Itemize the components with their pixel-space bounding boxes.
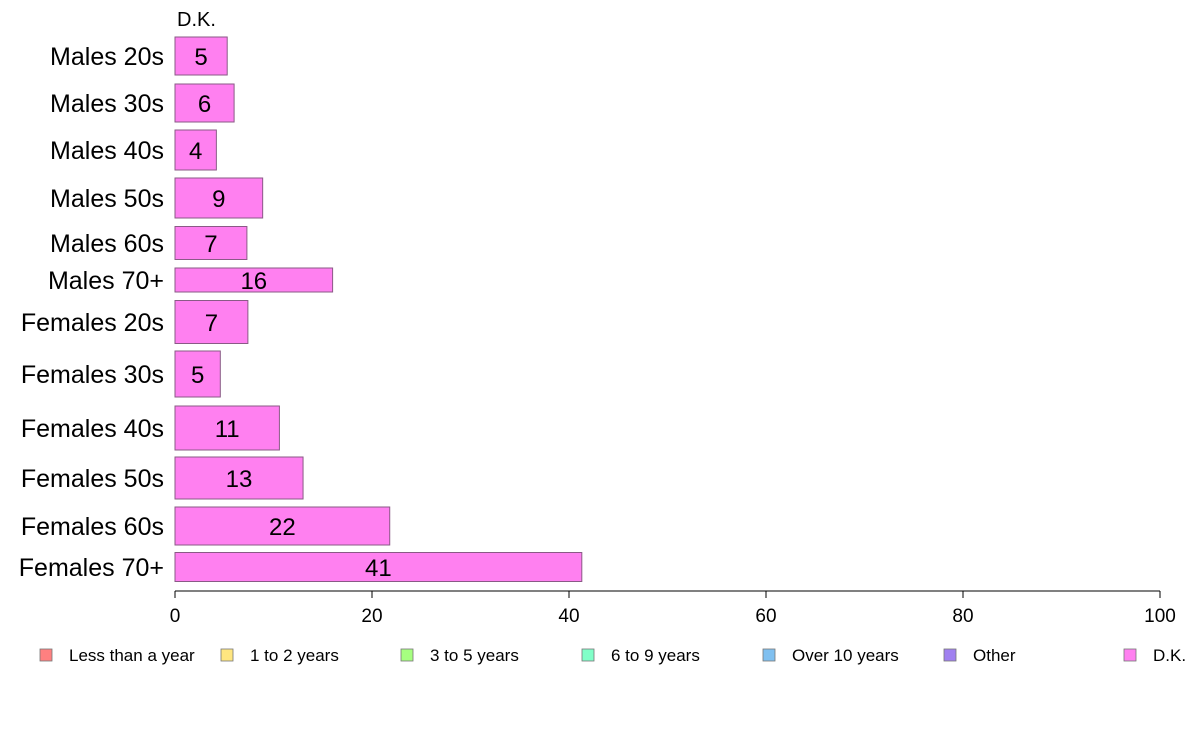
bar-males-70--d-k- [174, 267, 334, 293]
bar-females-30s-d-k- [174, 350, 221, 398]
bar-females-50s-d-k- [174, 456, 304, 500]
bar-females-40s-d-k- [174, 405, 280, 451]
legend: Less than a year 1 to 2 years 3 to 5 years… [39, 646, 1186, 665]
category-label: Males 40s [50, 137, 164, 165]
category-label: Males 70+ [48, 267, 164, 295]
category-label: Females 40s [21, 415, 164, 443]
x-tick-label: 20 [361, 606, 382, 627]
legend-item-3-to-5-years: 3 to 5 years [400, 646, 519, 665]
legend-label: Over 10 years [792, 646, 899, 665]
x-tick-label: 40 [558, 606, 579, 627]
category-label: Males 20s [50, 43, 164, 71]
bar-females-70--d-k- [174, 552, 583, 582]
bar-value-label: 6 [198, 91, 211, 118]
x-tick-label: 100 [1144, 606, 1176, 627]
bar-value-label: 13 [226, 466, 253, 493]
legend-label: 1 to 2 years [250, 646, 339, 665]
bar-value-label: 9 [212, 186, 225, 213]
legend-item-1-to-2-years: 1 to 2 years [220, 646, 339, 665]
bar-value-label: 5 [191, 362, 204, 389]
bar-value-label: 7 [205, 310, 218, 337]
legend-item-over-10-years: Over 10 years [762, 646, 899, 665]
category-labels: Males 20s Males 30s Males 40s Males 50s Male… [19, 43, 164, 582]
bar-value-label: 7 [204, 231, 217, 258]
category-label: Males 30s [50, 90, 164, 118]
legend-item-less-than-a-year: Less than a year [39, 646, 195, 665]
bar-males-40s-d-k- [174, 129, 217, 171]
legend-item-other: Other [943, 646, 1016, 665]
legend-item-d-k-: D.K. [1123, 646, 1186, 665]
legend-swatch [762, 648, 776, 662]
legend-swatch [220, 648, 234, 662]
category-label: Females 30s [21, 361, 164, 389]
x-tick-label: 60 [755, 606, 776, 627]
legend-label: 3 to 5 years [430, 646, 519, 665]
legend-label: 6 to 9 years [611, 646, 700, 665]
bar-value-label: 11 [215, 416, 240, 443]
legend-swatch [400, 648, 414, 662]
x-tick-label: 80 [952, 606, 973, 627]
bar-value-label: 5 [194, 44, 207, 71]
legend-label: Other [973, 646, 1016, 665]
category-label: Females 70+ [19, 554, 164, 582]
bar-males-60s-d-k- [174, 226, 248, 260]
category-label: Males 60s [50, 230, 164, 258]
category-label: Males 50s [50, 185, 164, 213]
bar-males-30s-d-k- [174, 83, 235, 123]
x-tick-label: 0 [170, 606, 181, 627]
legend-swatch [39, 648, 53, 662]
legend-swatch [1123, 648, 1137, 662]
bar-value-label: 41 [365, 555, 392, 582]
bar-value-label: 16 [240, 268, 267, 295]
legend-swatch [581, 648, 595, 662]
category-label: Females 20s [21, 309, 164, 337]
bar-males-50s-d-k- [174, 177, 264, 219]
bar-males-20s-d-k- [174, 36, 228, 76]
category-label: Females 60s [21, 513, 164, 541]
legend-label: D.K. [1153, 646, 1186, 665]
bar-value-label: 22 [269, 514, 296, 541]
column-header: D.K. [177, 9, 216, 31]
category-label: Females 50s [21, 465, 164, 493]
legend-swatch [943, 648, 957, 662]
bar-females-20s-d-k- [174, 300, 249, 344]
bar-females-60s-d-k- [174, 506, 391, 546]
bar-value-label: 4 [189, 138, 202, 165]
legend-label: Less than a year [69, 646, 195, 665]
legend-item-6-to-9-years: 6 to 9 years [581, 646, 700, 665]
x-axis: 0 20 40 60 80 100 [170, 590, 1176, 627]
